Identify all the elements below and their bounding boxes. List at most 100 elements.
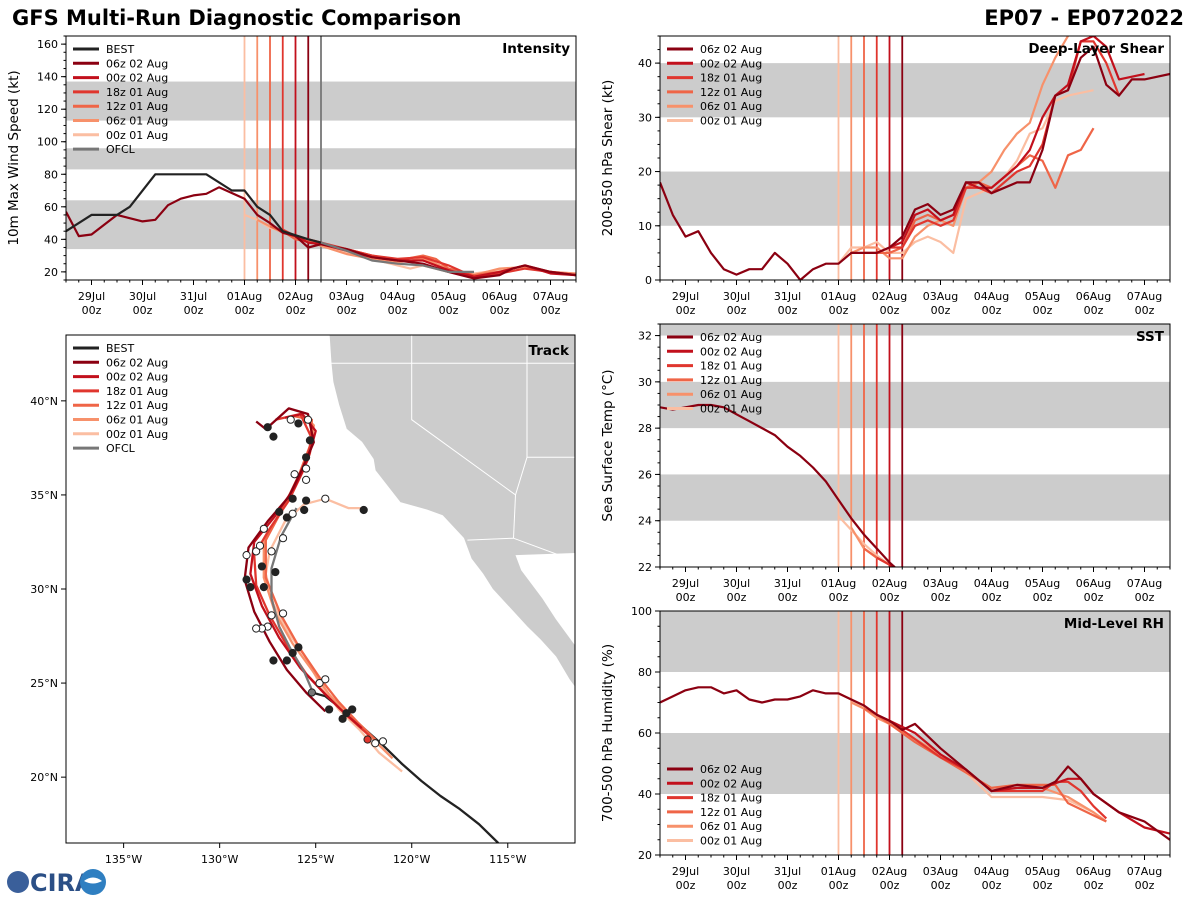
shear-xtick-label: 00z [778,304,798,317]
logo-globe-left-icon [7,871,29,893]
track-series-line [311,691,500,843]
track-legend-label: BEST [106,342,134,355]
track-position-marker [348,705,357,714]
rh-xtick-label: 00z [982,879,1002,892]
shear-xtick-label: 00z [982,304,1002,317]
sst-title: SST [1136,329,1165,345]
sst-xtick-label: 00z [880,591,900,604]
shear-xtick-label: 05Aug [1025,290,1060,303]
track-position-marker [263,423,272,432]
track-series-line [249,412,363,730]
track-ytick-label: 35°N [30,489,58,502]
track-position-marker [325,705,334,714]
sst-ylabel: Sea Surface Temp (°C) [600,369,616,521]
track-ytick-label: 25°N [30,677,58,690]
track-position-marker [363,735,372,744]
intensity-xtick-label: 00z [235,304,255,317]
track-position-marker [252,547,261,556]
track-xtick-label: 125°W [297,853,334,866]
rh-series-line [660,686,1170,841]
track-position-marker [300,505,309,515]
shear-ytick-label: 20 [638,166,652,179]
track-position-marker [269,656,278,665]
track-position-marker [294,419,303,428]
shear-legend-label: 00z 02 Aug [700,57,762,70]
shear-xtick-label: 00z [931,304,951,317]
intensity-series-line [66,173,322,244]
track-ytick-label: 30°N [30,583,58,596]
sst-xtick-label: 00z [931,591,951,604]
shear-xtick-label: 00z [1084,304,1104,317]
intensity-xtick-label: 02Aug [278,290,313,303]
rh-ytick-label: 60 [638,727,652,740]
intensity-legend-label: 12z 01 Aug [106,100,168,113]
track-legend-label: 06z 02 Aug [106,356,168,369]
track-position-marker [288,509,297,518]
track-position-marker [246,583,255,592]
intensity-ytick-label: 120 [37,103,58,116]
rh-xtick-label: 07Aug [1127,865,1162,878]
track-series-line [243,407,327,713]
track-position-marker [278,609,288,618]
sst-legend-label: 12z 01 Aug [700,374,762,387]
shear-xtick-label: 03Aug [923,290,958,303]
intensity-xtick-label: 00z [541,304,561,317]
sst-ytick-label: 32 [638,330,652,343]
shear-title: Deep-Layer Shear [1028,41,1164,57]
rh-xtick-label: 00z [1084,879,1104,892]
rh-xtick-label: 00z [676,879,696,892]
shear-ytick-label: 10 [638,220,652,233]
sst-xtick-label: 02Aug [872,577,907,590]
sst-legend-label: 00z 01 Aug [700,403,762,416]
sst-plot-area [660,324,1170,567]
track-position-marker [321,494,330,503]
intensity-legend-label: 00z 02 Aug [106,72,168,85]
rh-xtick-label: 05Aug [1025,865,1060,878]
track-position-marker [255,541,265,550]
intensity-plot-area [66,36,576,280]
track-ytick-label: 20°N [30,771,58,784]
track-position-marker [267,547,276,556]
shear-xtick-label: 29Jul [672,290,699,303]
shear-ylabel: 200-850 hPa Shear (kt) [600,80,616,237]
shear-xtick-label: 31Jul [774,290,801,303]
shear-xtick-label: 00z [829,304,849,317]
sst-xtick-label: 00z [1135,591,1155,604]
shear-xtick-label: 00z [727,304,747,317]
track-position-marker [259,524,268,533]
track-xtick-label: 130°W [201,853,238,866]
rh-xtick-label: 02Aug [872,865,907,878]
rh-legend-label: 00z 01 Aug [700,835,762,848]
page-title: GFS Multi-Run Diagnostic Comparison [12,6,462,30]
track-position-marker [282,656,291,665]
shear-xtick-label: 02Aug [872,290,907,303]
intensity-ytick-label: 60 [44,201,58,214]
intensity-ytick-label: 100 [37,136,58,149]
sst-panel: 22242628303229Jul00z30Jul00z31Jul00z01Au… [600,323,1171,604]
track-position-marker [303,415,313,424]
sst-series-line [660,403,897,567]
sst-legend-label: 06z 02 Aug [700,331,762,344]
shear-shade-band [660,171,1170,226]
rh-ytick-label: 80 [638,666,652,679]
rh-shade-band [660,611,1170,672]
intensity-legend-label: OFCL [106,143,136,156]
sst-series-line [837,515,891,566]
sst-xtick-label: 03Aug [923,577,958,590]
shear-legend-label: 00z 01 Aug [700,115,762,128]
track-position-marker [342,709,351,718]
shear-ytick-label: 40 [638,57,652,70]
track-position-marker [378,737,388,746]
shear-ytick-label: 30 [638,111,652,124]
rh-plot-area [660,611,1170,855]
sst-legend-label: 00z 02 Aug [700,345,762,358]
sst-legend-label: 06z 01 Aug [700,388,762,401]
shear-xtick-label: 00z [1033,304,1053,317]
intensity-series-line [320,241,474,273]
rh-xtick-label: 00z [778,879,798,892]
rh-legend-label: 00z 02 Aug [700,777,762,790]
track-state-border [467,537,575,562]
track-position-marker [271,567,280,577]
track-position-marker [286,415,295,424]
shear-xtick-label: 00z [880,304,900,317]
